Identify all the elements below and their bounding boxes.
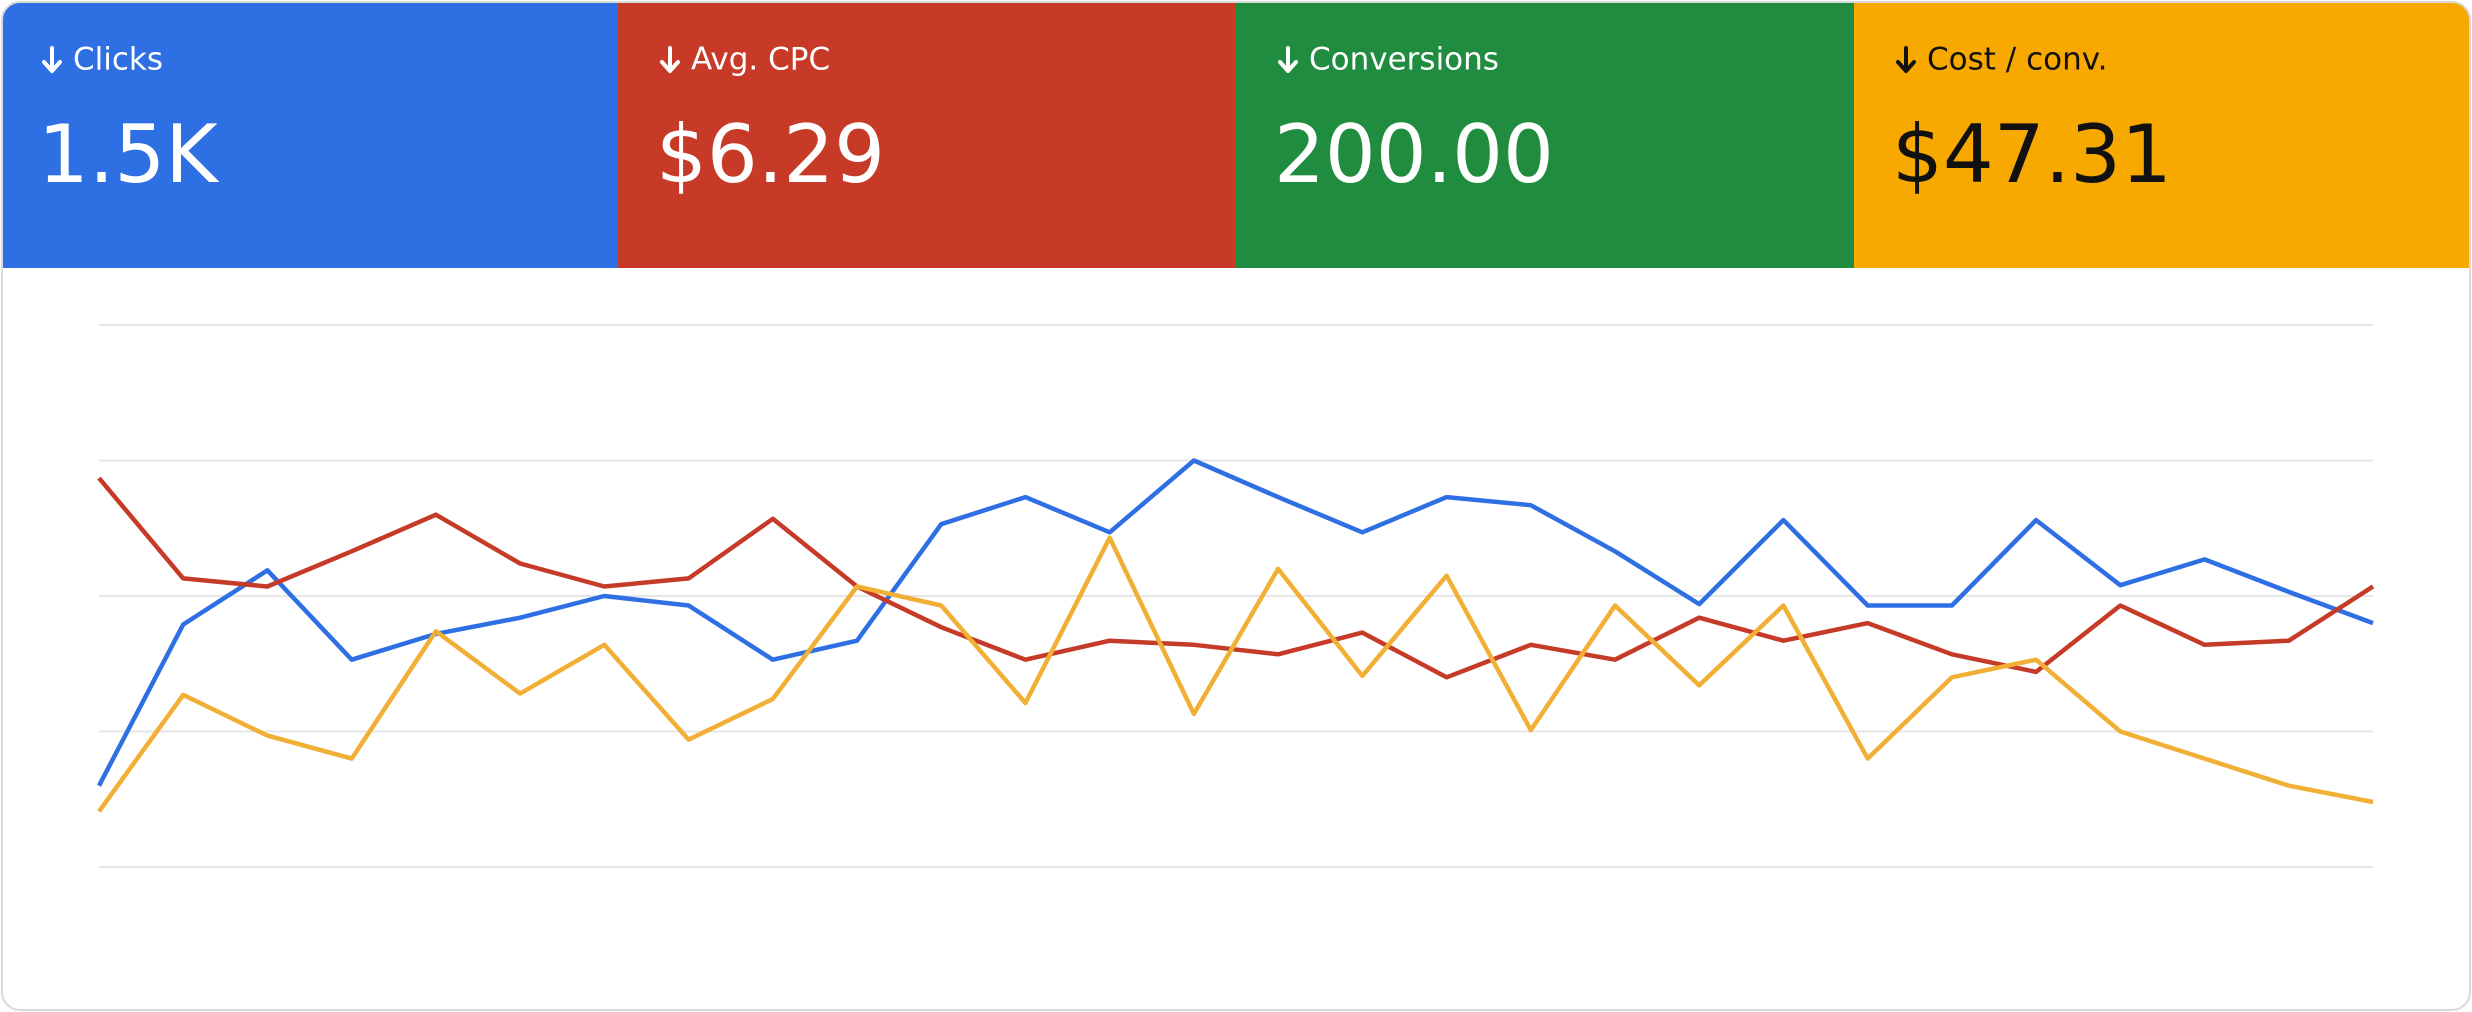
tile-background bbox=[618, 2, 1237, 268]
metric-tiles: Clicks 1.5K Avg. CPC $6.29 Conversions 200.00… bbox=[0, 0, 2472, 268]
grid bbox=[99, 324, 2373, 868]
tile-background bbox=[1236, 2, 1855, 268]
series-line bbox=[97, 535, 2374, 813]
arrow-icon bbox=[1278, 46, 1298, 73]
metric-tile[interactable]: Conversions 200.00 bbox=[1236, 0, 1855, 268]
metric-tile[interactable]: Cost / conv. $47.31 bbox=[1854, 0, 2472, 268]
arrow-icon bbox=[660, 46, 680, 73]
arrow-icon bbox=[42, 46, 62, 73]
metric-tile[interactable]: Clicks 1.5K bbox=[0, 0, 619, 268]
tile-background bbox=[1854, 2, 2470, 268]
metric-value: $47.31 bbox=[1892, 108, 2172, 201]
arrow-icon bbox=[1896, 46, 1916, 73]
metric-value: 200.00 bbox=[1274, 108, 1554, 201]
series-line bbox=[97, 476, 2375, 680]
metric-tile[interactable]: Avg. CPC $6.29 bbox=[618, 0, 1237, 268]
metric-label: Conversions bbox=[1309, 42, 1499, 78]
lines bbox=[97, 458, 2375, 813]
metric-label: Cost / conv. bbox=[1927, 42, 2108, 78]
series-line bbox=[97, 458, 2374, 787]
metric-value: 1.5K bbox=[38, 108, 220, 201]
metric-label: Clicks bbox=[73, 42, 163, 78]
metric-label: Avg. CPC bbox=[691, 42, 830, 78]
metric-value: $6.29 bbox=[656, 108, 885, 201]
tile-background bbox=[2, 2, 619, 268]
